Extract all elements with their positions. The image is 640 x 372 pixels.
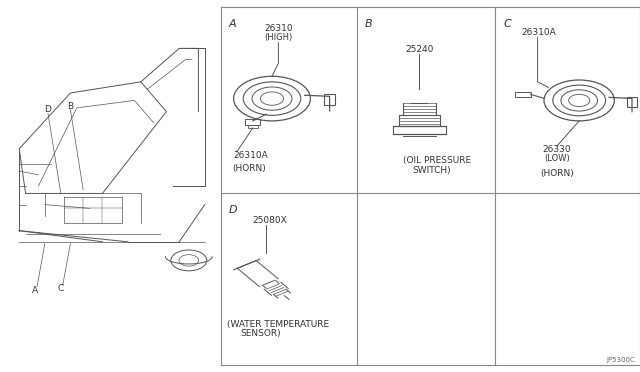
Text: JP5300C: JP5300C (606, 357, 635, 363)
Text: (HORN): (HORN) (233, 164, 266, 173)
Bar (324, 94, 335, 105)
Text: 26310A: 26310A (234, 151, 268, 160)
Text: SWITCH): SWITCH) (413, 166, 451, 174)
Text: A: A (32, 286, 38, 295)
Text: C: C (503, 19, 511, 29)
Text: A: A (228, 19, 236, 29)
Text: 25080X: 25080X (253, 216, 287, 225)
Text: (LOW): (LOW) (544, 154, 570, 163)
Text: C: C (58, 284, 64, 293)
Text: D: D (228, 205, 237, 215)
Text: B: B (365, 19, 372, 29)
Text: SENSOR): SENSOR) (240, 329, 280, 338)
Text: B: B (67, 102, 74, 110)
Text: (HIGH): (HIGH) (264, 33, 292, 42)
Text: (HORN): (HORN) (540, 169, 573, 178)
Bar (627, 97, 637, 107)
Text: 26330: 26330 (543, 145, 571, 154)
Text: 25240: 25240 (405, 45, 433, 54)
Text: (OIL PRESSURE: (OIL PRESSURE (403, 156, 471, 165)
Text: 26310A: 26310A (522, 28, 556, 37)
Text: (WATER TEMPERATURE: (WATER TEMPERATURE (227, 320, 330, 329)
Text: 26310: 26310 (264, 24, 292, 33)
Text: D: D (45, 105, 51, 114)
